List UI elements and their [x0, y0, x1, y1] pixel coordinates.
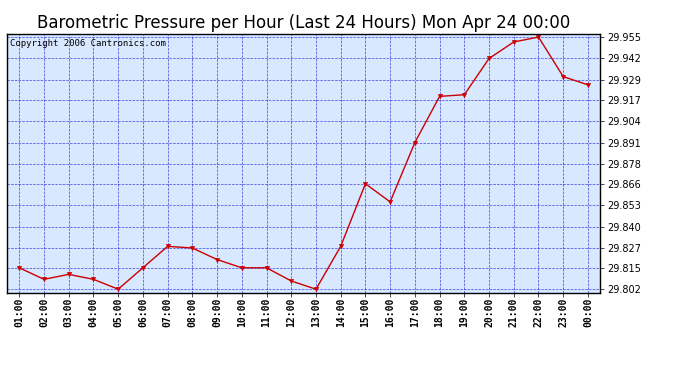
- Title: Barometric Pressure per Hour (Last 24 Hours) Mon Apr 24 00:00: Barometric Pressure per Hour (Last 24 Ho…: [37, 14, 570, 32]
- Text: Copyright 2006 Cantronics.com: Copyright 2006 Cantronics.com: [10, 39, 166, 48]
